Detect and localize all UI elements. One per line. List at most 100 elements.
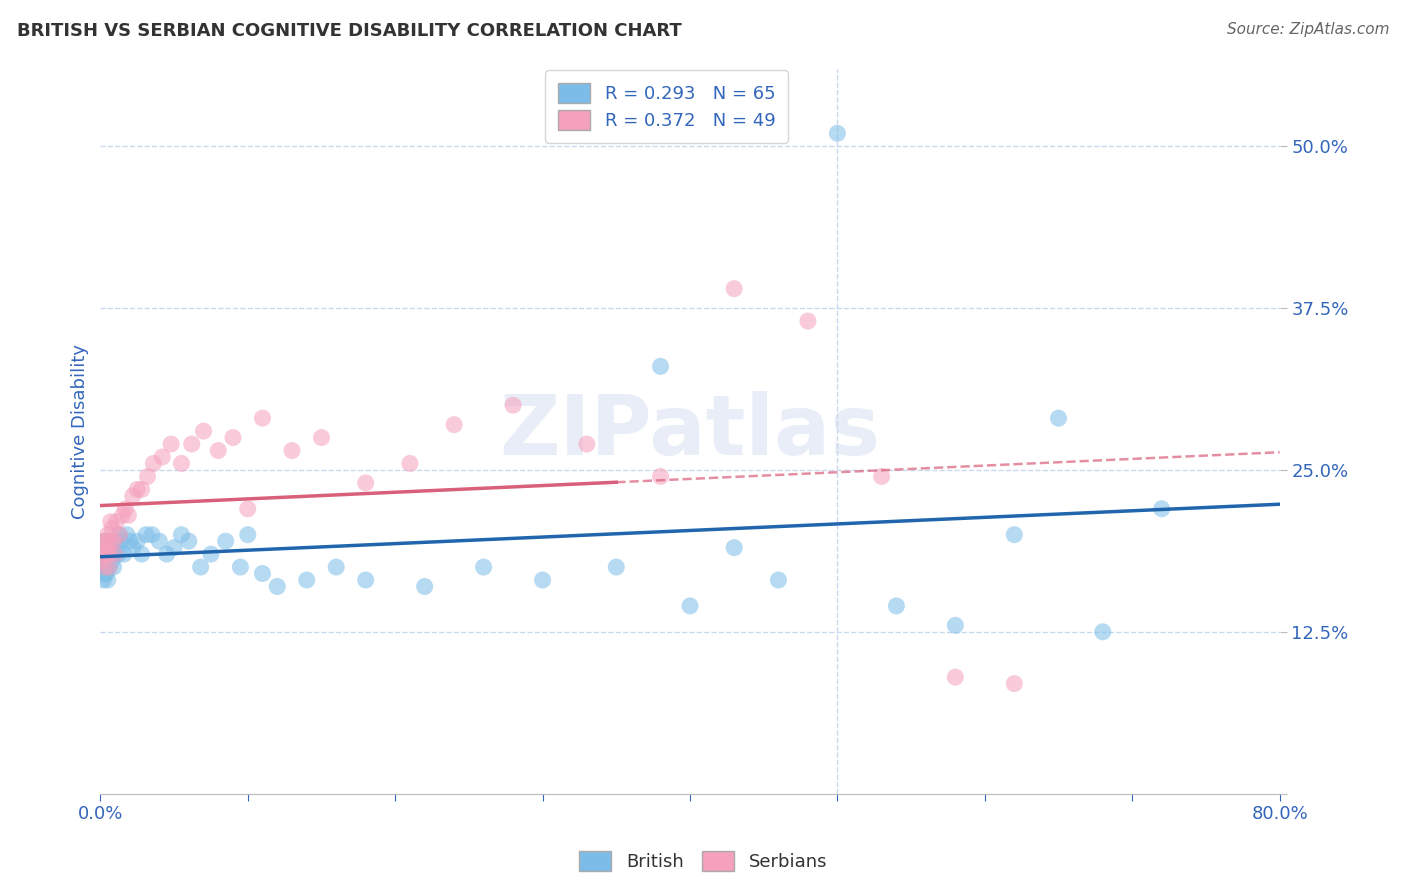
Point	[90, 553, 112, 567]
Point	[100, 547, 122, 561]
Point	[98, 547, 121, 561]
Point	[101, 521, 124, 535]
Point	[156, 547, 179, 561]
Point	[160, 437, 183, 451]
Point	[103, 547, 125, 561]
Point	[180, 437, 202, 451]
Point	[141, 527, 163, 541]
Point	[90, 560, 112, 574]
Point	[142, 457, 165, 471]
Point	[98, 547, 121, 561]
Point	[98, 560, 121, 574]
Point	[502, 398, 524, 412]
Point	[110, 534, 132, 549]
Point	[115, 527, 138, 541]
Point	[870, 469, 893, 483]
Point	[886, 599, 908, 613]
Point	[943, 618, 966, 632]
Point	[96, 534, 118, 549]
Point	[575, 437, 598, 451]
Point	[121, 541, 143, 555]
Point	[252, 411, 274, 425]
Point	[91, 560, 114, 574]
Point	[121, 489, 143, 503]
Point	[1150, 501, 1173, 516]
Point	[104, 534, 127, 549]
Point	[136, 469, 159, 483]
Point	[101, 541, 124, 555]
Point	[90, 547, 112, 561]
Point	[723, 541, 745, 555]
Point	[148, 534, 170, 549]
Point	[222, 431, 245, 445]
Point	[112, 547, 135, 561]
Point	[94, 547, 117, 561]
Point	[252, 566, 274, 581]
Point	[399, 457, 422, 471]
Point	[827, 126, 849, 140]
Point	[150, 450, 173, 464]
Point	[100, 534, 122, 549]
Point	[127, 534, 149, 549]
Point	[96, 547, 118, 561]
Point	[131, 483, 153, 497]
Point	[97, 553, 120, 567]
Point	[443, 417, 465, 432]
Text: ZIPatlas: ZIPatlas	[499, 391, 880, 472]
Point	[170, 527, 193, 541]
Legend: British, Serbians: British, Serbians	[572, 844, 834, 879]
Point	[91, 573, 114, 587]
Point	[103, 534, 125, 549]
Point	[768, 573, 790, 587]
Point	[131, 547, 153, 561]
Point	[94, 534, 117, 549]
Point	[94, 553, 117, 567]
Point	[1091, 624, 1114, 639]
Point	[114, 501, 136, 516]
Point	[190, 560, 212, 574]
Point	[605, 560, 627, 574]
Point	[97, 573, 120, 587]
Point	[96, 560, 118, 574]
Point	[413, 579, 436, 593]
Point	[200, 547, 222, 561]
Point	[94, 560, 117, 574]
Point	[193, 424, 215, 438]
Point	[98, 560, 121, 574]
Point	[1047, 411, 1070, 425]
Point	[100, 534, 122, 549]
Point	[236, 501, 259, 516]
Point	[91, 534, 114, 549]
Point	[170, 457, 193, 471]
Point	[472, 560, 495, 574]
Point	[797, 314, 820, 328]
Text: Source: ZipAtlas.com: Source: ZipAtlas.com	[1226, 22, 1389, 37]
Point	[295, 573, 318, 587]
Point	[118, 534, 141, 549]
Point	[107, 547, 129, 561]
Point	[207, 443, 229, 458]
Legend: R = 0.293   N = 65, R = 0.372   N = 49: R = 0.293 N = 65, R = 0.372 N = 49	[546, 70, 787, 143]
Point	[325, 560, 347, 574]
Point	[90, 541, 112, 555]
Y-axis label: Cognitive Disability: Cognitive Disability	[72, 343, 89, 518]
Point	[943, 670, 966, 684]
Point	[117, 508, 139, 523]
Point	[679, 599, 702, 613]
Point	[311, 431, 333, 445]
Point	[91, 541, 114, 555]
Point	[281, 443, 304, 458]
Point	[91, 547, 114, 561]
Point	[97, 541, 120, 555]
Point	[135, 527, 157, 541]
Point	[101, 553, 124, 567]
Point	[96, 566, 118, 581]
Point	[94, 566, 117, 581]
Point	[103, 560, 125, 574]
Point	[1002, 527, 1025, 541]
Point	[105, 541, 128, 555]
Point	[1002, 676, 1025, 690]
Point	[723, 282, 745, 296]
Point	[650, 469, 672, 483]
Point	[108, 527, 131, 541]
